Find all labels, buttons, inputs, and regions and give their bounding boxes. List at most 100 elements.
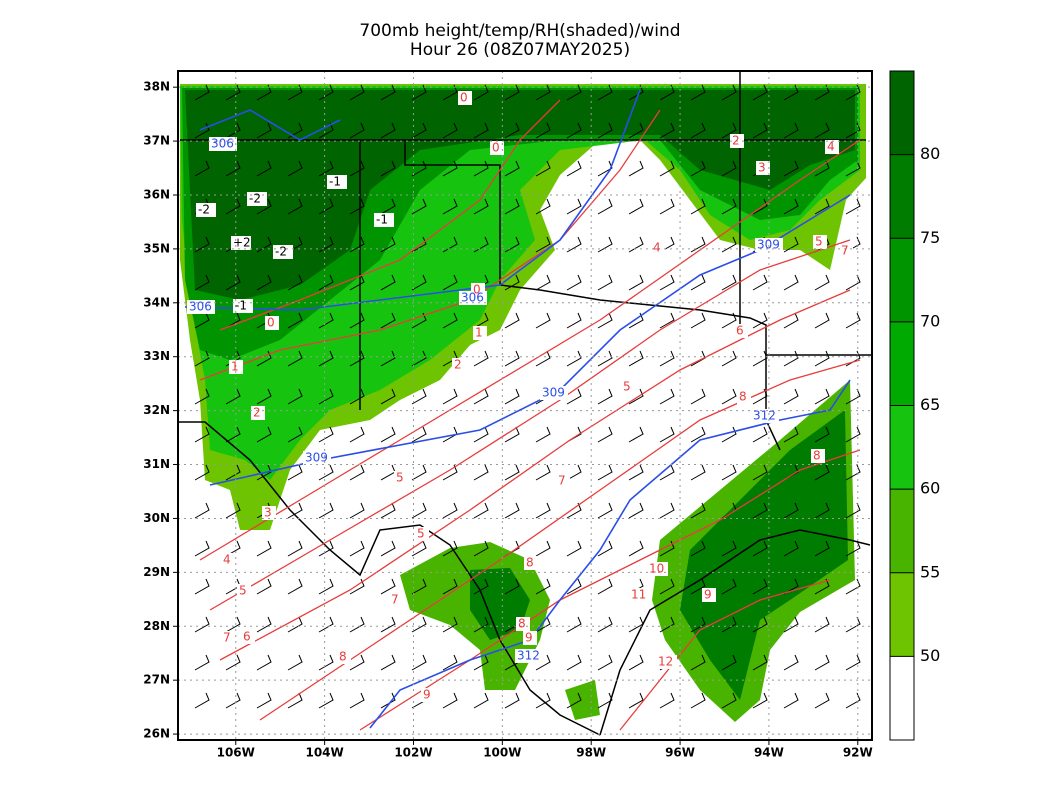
wind-barb (411, 160, 427, 177)
temperature-contour (199, 139, 861, 561)
wind-barb (318, 654, 334, 671)
wind-barb (380, 502, 396, 519)
wind-barb (721, 654, 737, 671)
wind-barb (566, 540, 582, 557)
wind-barb (535, 578, 551, 595)
wind-barb (535, 122, 551, 139)
wind-barb (287, 426, 303, 443)
y-tick-label: 30N (143, 511, 170, 525)
wind-barb (504, 426, 520, 443)
x-tick-label: 98W (576, 746, 606, 760)
wind-barb (783, 274, 799, 291)
x-tick-label: 94W (754, 746, 784, 760)
wind-barb (380, 426, 396, 443)
wind-barb (411, 350, 427, 367)
label-box (556, 474, 570, 488)
wind-barb (814, 426, 830, 443)
wind-barb (194, 274, 210, 291)
wind-barb (597, 198, 613, 215)
contour-label: 5 (815, 235, 823, 249)
wind-barb (752, 578, 768, 595)
contour-label: 9 (704, 588, 712, 602)
wind-barb (597, 160, 613, 177)
map-frame (177, 70, 873, 741)
wind-barb (349, 464, 365, 481)
wind-barb (814, 502, 830, 519)
wind-barb (752, 540, 768, 557)
wind-barb (566, 616, 582, 633)
contour-label: 4 (653, 241, 661, 255)
wind-barb (659, 502, 675, 519)
wind-barb (504, 160, 520, 177)
contour-label: 306 (461, 291, 484, 305)
contour-label: 3 (758, 161, 766, 175)
label-box (196, 203, 216, 217)
wind-barb (814, 540, 830, 557)
wind-barb (318, 578, 334, 595)
wind-barb (504, 388, 520, 405)
wind-barb (628, 654, 644, 671)
x-tick-label: 102W (394, 746, 432, 760)
contour-label: 8 (813, 449, 821, 463)
wind-barb (814, 616, 830, 633)
wind-barb (349, 350, 365, 367)
contour-label: 2 (253, 406, 261, 420)
wind-barb (721, 84, 737, 101)
wind-barb (256, 198, 272, 215)
wind-barb (287, 198, 303, 215)
wind-barb (690, 616, 706, 633)
wind-barb (194, 578, 210, 595)
contour-label: -1 (329, 175, 341, 189)
wind-barb (566, 350, 582, 367)
colorbar-label: 80 (920, 144, 940, 163)
wind-barb (597, 578, 613, 595)
wind-barb (349, 122, 365, 139)
wind-barb (380, 654, 396, 671)
wind-barb (411, 198, 427, 215)
x-tick-label: 100W (483, 746, 521, 760)
contour-label: 4 (223, 553, 231, 567)
wind-barb (566, 84, 582, 101)
contour-label: 8 (339, 650, 347, 664)
contour-label: 5 (396, 471, 404, 485)
wind-barb (845, 426, 861, 443)
wind-barb (504, 502, 520, 519)
wind-barb (225, 692, 241, 709)
wind-barb (442, 160, 458, 177)
wind-barb (287, 388, 303, 405)
wind-barb (442, 388, 458, 405)
wind-barb (814, 654, 830, 671)
wind-barb (256, 122, 272, 139)
wind-barb (318, 350, 334, 367)
height-contour (369, 379, 851, 729)
wind-barb (659, 312, 675, 329)
wind-barb (690, 502, 706, 519)
contour-label: 309 (757, 238, 780, 252)
contour-label: 1 (231, 360, 239, 374)
label-box (473, 326, 487, 340)
wind-barb (814, 122, 830, 139)
wind-barb (287, 160, 303, 177)
wind-barb (628, 350, 644, 367)
wind-barb (442, 654, 458, 671)
y-tick-label: 38N (143, 80, 170, 94)
label-box (265, 316, 279, 330)
contour-label: -2 (249, 192, 261, 206)
wind-barb (721, 692, 737, 709)
wind-barb (814, 274, 830, 291)
wind-barb (659, 464, 675, 481)
wind-barb (411, 578, 427, 595)
wind-barb (535, 692, 551, 709)
wind-barb (318, 160, 334, 177)
wind-barb (287, 540, 303, 557)
wind-barb (721, 160, 737, 177)
wind-barb (783, 654, 799, 671)
y-tick-label: 33N (143, 349, 170, 363)
wind-barb (473, 160, 489, 177)
wind-barb (752, 692, 768, 709)
wind-barb (814, 312, 830, 329)
wind-barb (380, 464, 396, 481)
wind-barb (845, 160, 861, 177)
wind-barb (473, 502, 489, 519)
